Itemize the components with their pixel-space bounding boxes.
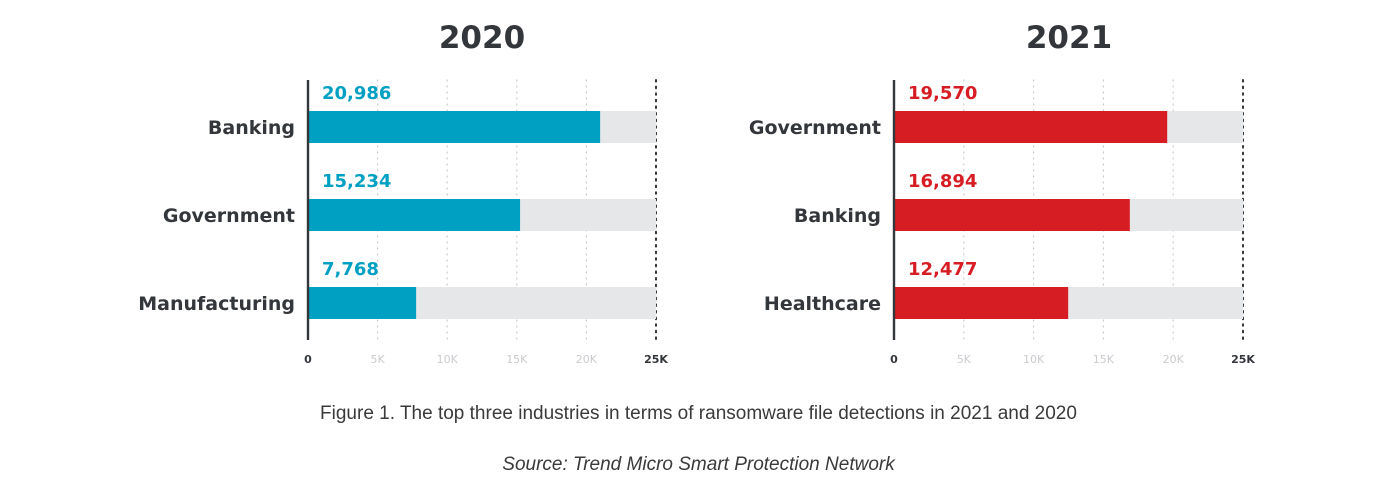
tick-label: 20K [1163, 353, 1185, 366]
chart-title: 2021 [1026, 20, 1112, 56]
category-label: Banking [794, 205, 881, 227]
value-label: 20,986 [322, 83, 391, 104]
tick-label: 15K [1093, 353, 1115, 366]
chart-2020: 2020 Banking 20,986 Government 15,234 Manufac… [138, 20, 668, 366]
value-label: 15,234 [322, 171, 391, 192]
bar [894, 199, 1130, 231]
tick-label: 0 [890, 353, 898, 366]
category-label: Government [163, 205, 295, 227]
value-label: 7,768 [322, 259, 379, 280]
chart-2021: 2021 Government 19,570 Banking 16,894 Healthc… [749, 20, 1255, 366]
category-label: Healthcare [764, 293, 881, 315]
value-label: 16,894 [908, 171, 977, 192]
bar [308, 287, 417, 319]
bar [308, 199, 521, 231]
value-label: 19,570 [908, 83, 977, 104]
tick-label: 15K [506, 353, 528, 366]
value-label: 12,477 [908, 259, 977, 280]
charts-canvas: 2020 Banking 20,986 Government 15,234 Manufac… [138, 20, 1255, 366]
bar [894, 287, 1069, 319]
bar [894, 111, 1168, 143]
category-label: Manufacturing [138, 293, 295, 315]
category-label: Government [749, 117, 881, 139]
tick-label: 25K [644, 353, 668, 366]
tick-label: 10K [437, 353, 459, 366]
chart-title: 2020 [439, 20, 525, 56]
bar [308, 111, 601, 143]
tick-label: 20K [576, 353, 598, 366]
figure-caption: Figure 1. The top three industries in te… [320, 403, 1077, 424]
tick-label: 5K [370, 353, 385, 366]
tick-label: 25K [1231, 353, 1255, 366]
figure-source: Source: Trend Micro Smart Protection Net… [502, 454, 895, 475]
tick-label: 0 [304, 353, 312, 366]
tick-label: 5K [957, 353, 972, 366]
tick-label: 10K [1023, 353, 1045, 366]
category-label: Banking [208, 117, 295, 139]
